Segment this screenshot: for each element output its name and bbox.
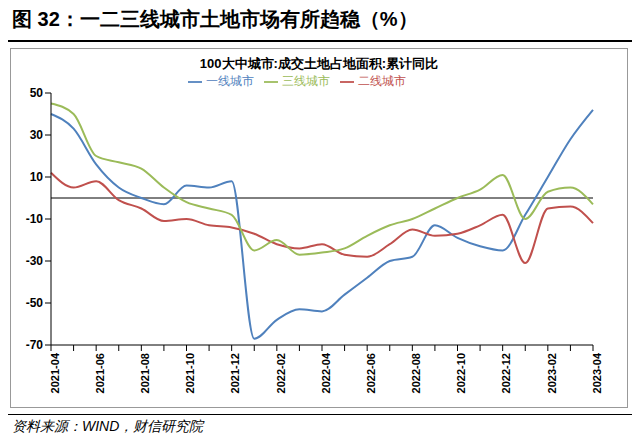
svg-text:2023-04: 2023-04 <box>591 352 603 393</box>
svg-text:30: 30 <box>30 128 44 142</box>
svg-text:2022-06: 2022-06 <box>365 353 377 393</box>
html-text:资料来源：WIND，财信研究院: 资料来源：WIND，财信研究院 <box>12 418 204 434</box>
svg-text:2022-04: 2022-04 <box>320 352 332 393</box>
svg-text:2022-10: 2022-10 <box>455 353 467 393</box>
svg-text:2021-12: 2021-12 <box>229 353 241 393</box>
svg-text:-70: -70 <box>26 338 44 352</box>
html-text:一线城市: 一线城市 <box>206 74 254 88</box>
html-text:100大中城市:成交土地占地面积:累计同比: 100大中城市:成交土地占地面积:累计同比 <box>199 56 439 71</box>
svg-text:2021-10: 2021-10 <box>184 353 196 393</box>
svg-text:-10: -10 <box>26 212 44 226</box>
svg-text:10: 10 <box>30 170 44 184</box>
svg-text:2023-02: 2023-02 <box>546 353 558 393</box>
svg-text:-30: -30 <box>26 254 44 268</box>
html-text:三线城市: 三线城市 <box>282 74 330 88</box>
html-text:图 32：一二三线城市土地市场有所趋稳（%）: 图 32：一二三线城市土地市场有所趋稳（%） <box>12 8 418 30</box>
svg-text:50: 50 <box>30 86 44 100</box>
svg-text:2021-08: 2021-08 <box>139 353 151 393</box>
svg-text:-50: -50 <box>26 296 44 310</box>
svg-text:2021-06: 2021-06 <box>94 353 106 393</box>
html-text:二线城市: 二线城市 <box>358 74 406 88</box>
svg-text:2022-12: 2022-12 <box>500 353 512 393</box>
svg-text:2022-02: 2022-02 <box>275 353 287 393</box>
svg-text:2021-04: 2021-04 <box>49 352 61 393</box>
svg-text:2022-08: 2022-08 <box>410 353 422 393</box>
